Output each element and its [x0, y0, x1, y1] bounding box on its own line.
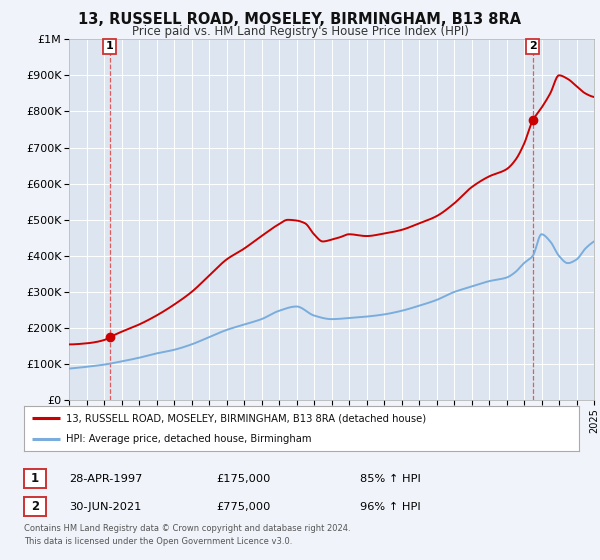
- Text: 1: 1: [31, 472, 39, 486]
- Text: Price paid vs. HM Land Registry's House Price Index (HPI): Price paid vs. HM Land Registry's House …: [131, 25, 469, 38]
- Text: 2: 2: [529, 41, 536, 52]
- Text: Contains HM Land Registry data © Crown copyright and database right 2024.: Contains HM Land Registry data © Crown c…: [24, 524, 350, 533]
- Text: HPI: Average price, detached house, Birmingham: HPI: Average price, detached house, Birm…: [65, 433, 311, 444]
- Text: £175,000: £175,000: [216, 474, 271, 484]
- Text: £775,000: £775,000: [216, 502, 271, 512]
- Text: 1: 1: [106, 41, 113, 52]
- Text: 2: 2: [31, 500, 39, 514]
- Text: 13, RUSSELL ROAD, MOSELEY, BIRMINGHAM, B13 8RA (detached house): 13, RUSSELL ROAD, MOSELEY, BIRMINGHAM, B…: [65, 413, 426, 423]
- Text: This data is licensed under the Open Government Licence v3.0.: This data is licensed under the Open Gov…: [24, 537, 292, 546]
- Text: 28-APR-1997: 28-APR-1997: [69, 474, 142, 484]
- Text: 13, RUSSELL ROAD, MOSELEY, BIRMINGHAM, B13 8RA: 13, RUSSELL ROAD, MOSELEY, BIRMINGHAM, B…: [79, 12, 521, 27]
- Text: 96% ↑ HPI: 96% ↑ HPI: [360, 502, 421, 512]
- Text: 30-JUN-2021: 30-JUN-2021: [69, 502, 142, 512]
- Text: 85% ↑ HPI: 85% ↑ HPI: [360, 474, 421, 484]
